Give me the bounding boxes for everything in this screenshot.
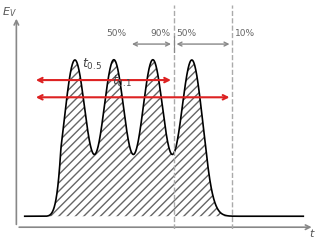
Text: 50%: 50% (177, 29, 197, 38)
Text: 10%: 10% (235, 29, 255, 38)
Text: $t_{0.1}$: $t_{0.1}$ (112, 74, 132, 90)
Text: 50%: 50% (106, 29, 126, 38)
Text: 90%: 90% (151, 29, 171, 38)
Text: t: t (309, 228, 314, 239)
Text: $t_{0.5}$: $t_{0.5}$ (82, 57, 102, 72)
Text: $E_V$: $E_V$ (2, 5, 17, 19)
